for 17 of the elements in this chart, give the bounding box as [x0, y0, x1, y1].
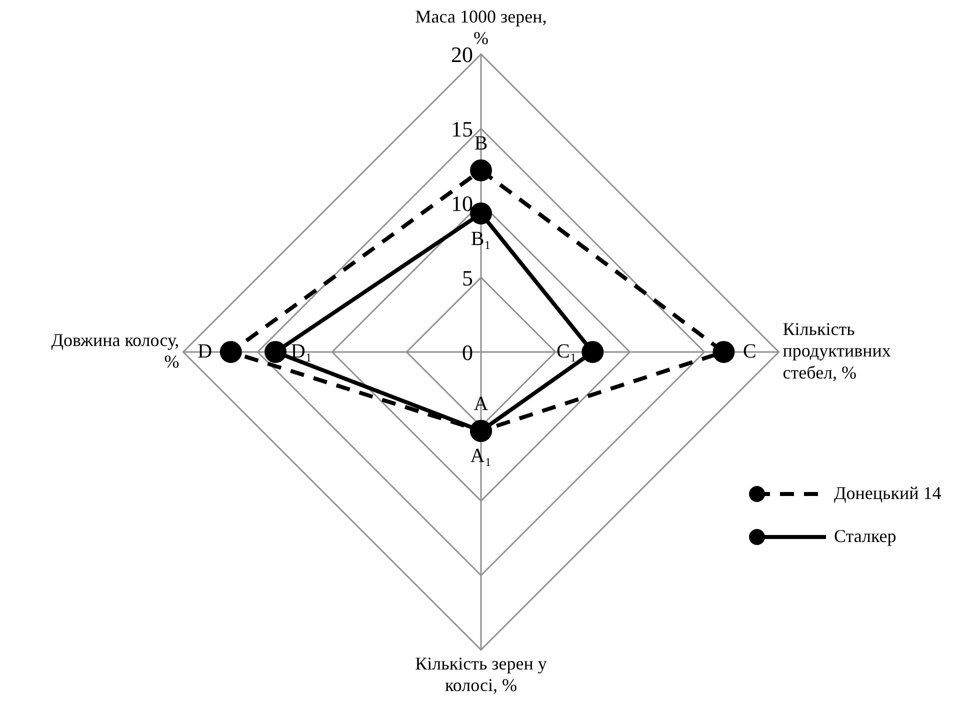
spoke-label: Кількість зерен у колосі, % — [415, 653, 547, 695]
data-label: B — [474, 132, 488, 155]
y-tick-label: 0 — [462, 340, 473, 365]
data-label: B₁ — [470, 228, 492, 250]
legend-label: Сталкер — [834, 526, 896, 547]
y-tick-label: 15 — [451, 116, 473, 142]
y-tick-label: 5 — [462, 265, 473, 290]
legend-label: Донецький 14 — [834, 483, 942, 504]
spoke-label: Довжина колосу, % — [51, 330, 180, 372]
spoke-label: Кількість продуктивних стебел, % — [782, 319, 891, 382]
data-label: A — [474, 393, 489, 416]
data-label: C — [743, 340, 756, 362]
data-label: D — [198, 340, 212, 362]
data-label: C₁ — [556, 340, 577, 362]
data-label: A₁ — [470, 445, 492, 468]
data-label: D₁ — [290, 340, 312, 362]
y-tick-label: 10 — [451, 190, 473, 216]
